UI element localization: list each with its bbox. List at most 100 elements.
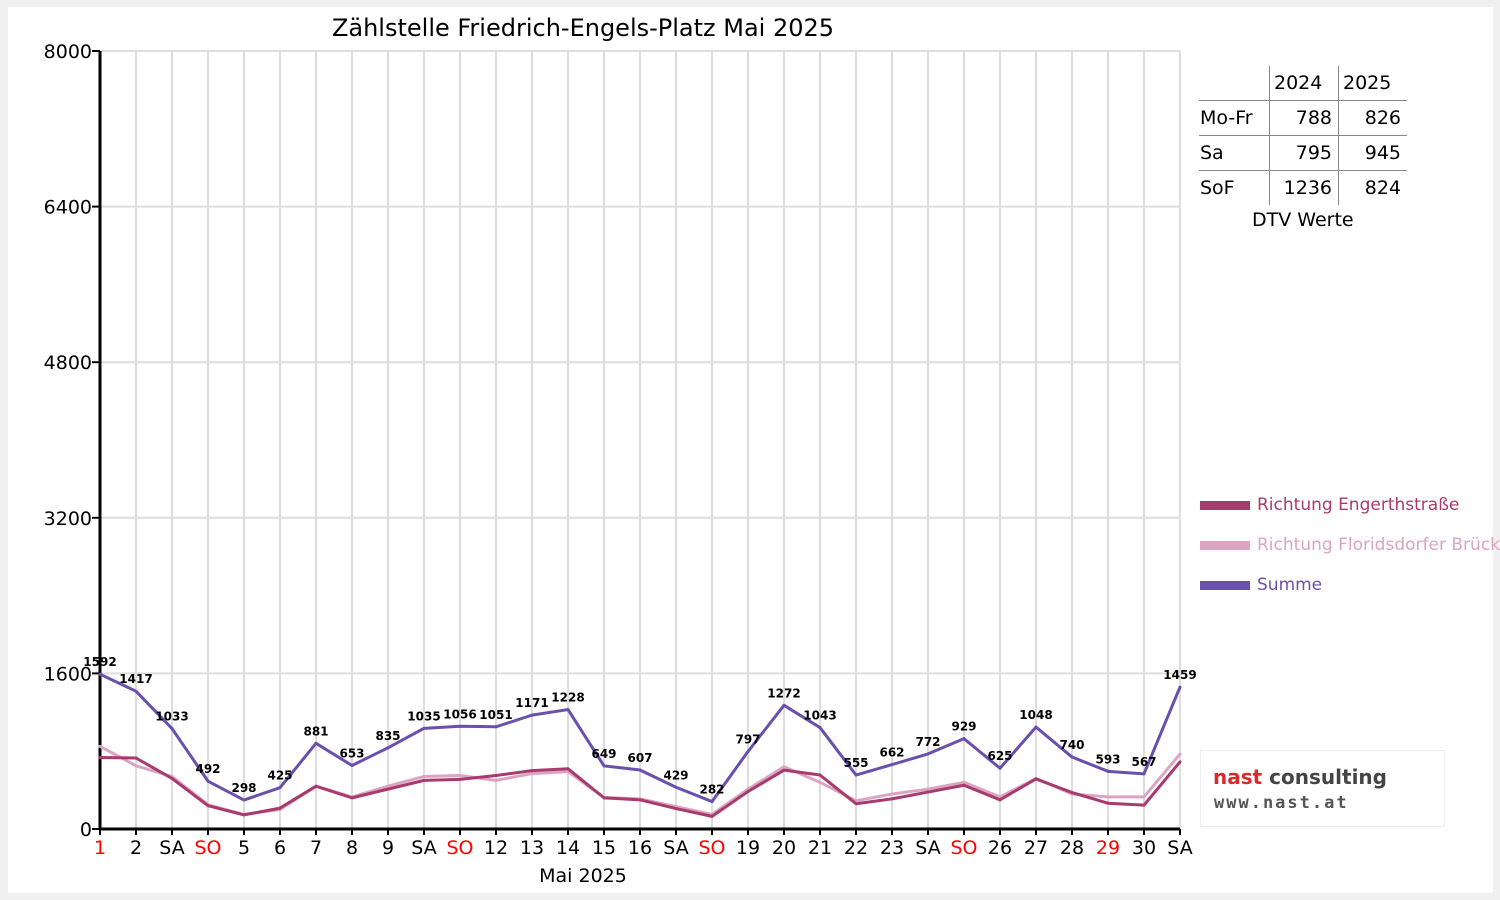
data-label: 662 [879, 746, 904, 760]
data-label: 1048 [1019, 708, 1052, 722]
x-tick-label: SO [446, 837, 473, 859]
data-point [530, 772, 534, 776]
x-tick-label: 27 [1024, 837, 1048, 859]
data-label: 1051 [479, 708, 512, 722]
dtv-row-label: SoF [1200, 177, 1235, 199]
data-point [962, 780, 966, 784]
data-label: 555 [843, 756, 868, 770]
data-point [494, 725, 498, 729]
data-point [890, 792, 894, 796]
data-point [494, 778, 498, 782]
data-point [458, 774, 462, 778]
dtv-table: 2024 2025 Mo-Fr 788 826 Sa 795 945 SoF 1… [1199, 66, 1407, 205]
x-tick-label: SO [698, 837, 725, 859]
data-point [1106, 801, 1110, 805]
data-label: 1417 [119, 672, 152, 686]
x-tick-label: 15 [592, 837, 616, 859]
data-label: 653 [339, 746, 364, 760]
data-point [278, 806, 282, 810]
data-label: 492 [195, 762, 220, 776]
data-point [818, 726, 822, 730]
x-tick-label: 8 [346, 837, 358, 859]
data-label: 425 [267, 769, 292, 783]
data-label: 1171 [515, 696, 548, 710]
x-tick-label: 12 [484, 837, 508, 859]
data-label: 1056 [443, 707, 476, 721]
data-label: 1033 [155, 710, 188, 724]
data-point [962, 737, 966, 741]
data-point [422, 774, 426, 778]
data-point [242, 798, 246, 802]
logo-word-2: consulting [1269, 765, 1387, 789]
data-point [638, 798, 642, 802]
x-tick-label: 1 [94, 837, 106, 859]
data-point [458, 724, 462, 728]
data-point [1070, 791, 1074, 795]
data-point [926, 752, 930, 756]
data-point [602, 796, 606, 800]
data-point [134, 756, 138, 760]
legend-label: Richtung Engerthstraße [1257, 495, 1460, 515]
data-point [962, 783, 966, 787]
data-point [566, 708, 570, 712]
data-point [206, 779, 210, 783]
dtv-row-label: Sa [1199, 135, 1270, 171]
data-point [98, 756, 102, 760]
chart-title: Zählstelle Friedrich-Engels-Platz Mai 20… [332, 14, 834, 42]
data-point [926, 790, 930, 794]
data-point [494, 774, 498, 778]
data-point [422, 726, 426, 730]
data-point [386, 746, 390, 750]
legend-swatch [1200, 500, 1250, 510]
dtv-value-2025: 826 [1338, 100, 1407, 136]
data-point [926, 787, 930, 791]
dtv-row-mofr: Mo-Fr 788 826 [1199, 100, 1407, 136]
data-point [1142, 803, 1146, 807]
data-label: 1035 [407, 709, 440, 723]
x-tick-label: 28 [1060, 837, 1084, 859]
data-point [350, 796, 354, 800]
data-point [746, 749, 750, 753]
data-label: 298 [231, 781, 256, 795]
series-lines [98, 672, 1182, 818]
legend-label: Summe [1257, 575, 1323, 595]
dtv-row-sa: Sa 795 945 [1199, 135, 1407, 171]
x-tick-label: 5 [238, 837, 250, 859]
y-tick-label: 8000 [44, 41, 92, 63]
legend-item-summe: Summe [1200, 574, 1322, 596]
x-tick-label: SA [159, 837, 184, 859]
legend-item-floridsdorfer-bruecke: Richtung Floridsdorfer Brücke [1200, 534, 1500, 556]
x-axis-title: Mai 2025 [539, 865, 627, 887]
data-label: 282 [699, 783, 724, 797]
x-tick-label: 14 [556, 837, 580, 859]
data-point [1178, 752, 1182, 756]
dtv-value-2024: 795 [1269, 135, 1339, 171]
data-point [242, 813, 246, 817]
dtv-row-label: Mo-Fr [1199, 100, 1270, 136]
data-label: 607 [627, 751, 652, 765]
data-point [206, 804, 210, 808]
dtv-header-row: 2024 2025 [1199, 66, 1407, 101]
x-tick-label: 20 [772, 837, 796, 859]
data-label: 649 [591, 747, 616, 761]
data-point [566, 767, 570, 771]
data-point [638, 768, 642, 772]
x-tick-label: SO [194, 837, 221, 859]
y-tick-label: 1600 [44, 663, 92, 685]
dtv-caption: DTV Werte [1252, 209, 1354, 231]
data-point [1070, 755, 1074, 759]
grid [100, 50, 1181, 829]
x-tick-label: 2 [130, 837, 142, 859]
x-tick-label: 13 [520, 837, 544, 859]
x-tick-label: SO [950, 837, 977, 859]
data-point [1106, 795, 1110, 799]
x-tick-label: 6 [274, 837, 286, 859]
x-tick-label: 22 [844, 837, 868, 859]
data-point [746, 790, 750, 794]
data-point [818, 773, 822, 777]
x-tick-label: 9 [382, 837, 394, 859]
data-label: 625 [987, 749, 1012, 763]
